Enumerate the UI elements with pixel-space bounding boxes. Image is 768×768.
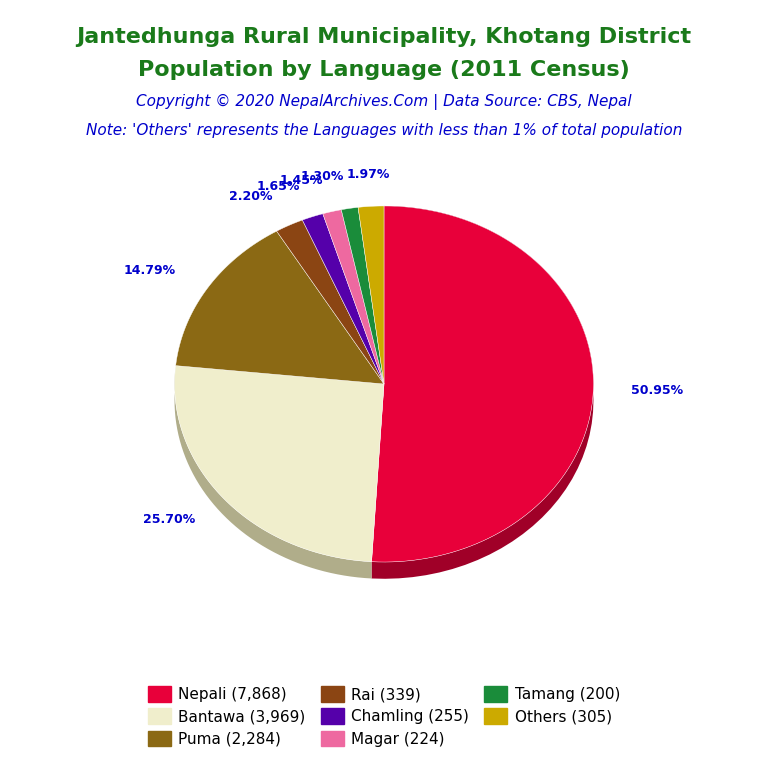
Text: 50.95%: 50.95%	[631, 384, 684, 397]
Text: Note: 'Others' represents the Languages with less than 1% of total population: Note: 'Others' represents the Languages …	[86, 123, 682, 138]
Text: 1.45%: 1.45%	[279, 174, 323, 187]
Text: 2.20%: 2.20%	[229, 190, 272, 203]
Text: 1.65%: 1.65%	[257, 180, 300, 193]
Polygon shape	[176, 231, 384, 384]
Text: Jantedhunga Rural Municipality, Khotang District: Jantedhunga Rural Municipality, Khotang …	[77, 27, 691, 47]
Text: Copyright © 2020 NepalArchives.Com | Data Source: CBS, Nepal: Copyright © 2020 NepalArchives.Com | Dat…	[136, 94, 632, 110]
Polygon shape	[174, 366, 372, 578]
Polygon shape	[323, 210, 384, 384]
Polygon shape	[372, 206, 594, 579]
Text: 1.97%: 1.97%	[347, 168, 390, 180]
Polygon shape	[341, 207, 384, 384]
Polygon shape	[303, 214, 384, 384]
Polygon shape	[358, 206, 384, 384]
Text: 1.30%: 1.30%	[300, 170, 343, 184]
Polygon shape	[372, 206, 594, 562]
Legend: Nepali (7,868), Bantawa (3,969), Puma (2,284), Rai (339), Chamling (255), Magar : Nepali (7,868), Bantawa (3,969), Puma (2…	[141, 680, 627, 753]
Polygon shape	[276, 220, 384, 384]
Text: Population by Language (2011 Census): Population by Language (2011 Census)	[138, 60, 630, 80]
Text: 14.79%: 14.79%	[124, 264, 176, 277]
Polygon shape	[174, 366, 384, 561]
Text: 25.70%: 25.70%	[144, 514, 196, 527]
